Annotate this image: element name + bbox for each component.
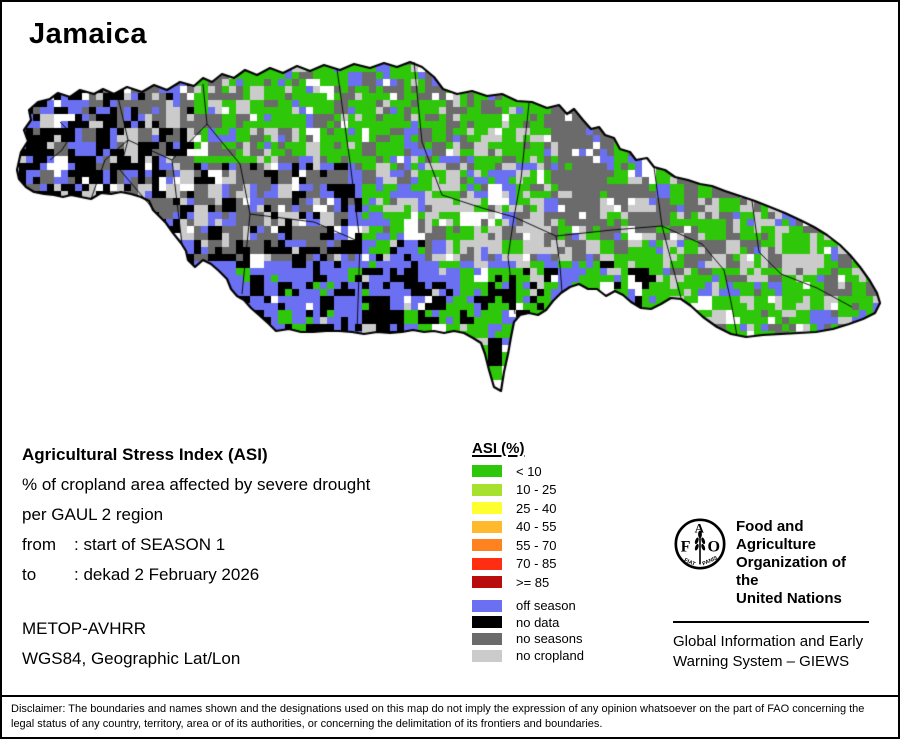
from-value: : start of SEASON 1 [74,535,226,554]
map-info-block: Agricultural Stress Index (ASI) % of cro… [22,440,370,590]
svg-text:A: A [695,522,705,536]
sensor-block: METOP-AVHRR WGS84, Geographic Lat/Lon [22,614,240,674]
legend-row: no cropland [472,647,584,664]
legend-row: 25 - 40 [472,499,584,518]
svg-text:FIAT: FIAT [683,558,697,568]
sensor-name: METOP-AVHRR [22,619,147,638]
map-subtitle: Agricultural Stress Index (ASI) [22,445,268,464]
legend-swatch [472,465,502,478]
legend-swatch [472,502,502,515]
legend-swatch [472,649,502,662]
legend-row: 70 - 85 [472,555,584,574]
from-label: from [22,535,56,554]
legend-label: no cropland [516,648,584,664]
legend-label: 40 - 55 [516,519,557,535]
svg-text:F: F [681,539,691,556]
legend-row: off season [472,598,584,615]
legend-row: >= 85 [472,573,584,592]
to-value: : dekad 2 February 2026 [74,565,260,584]
disclaimer: Disclaimer: The boundaries and names sho… [2,695,898,737]
legend-label: >= 85 [516,574,550,590]
fao-header: F A O FIAT PANIS Food and Agriculture Or… [673,515,869,608]
legend-row: 10 - 25 [472,481,584,500]
fao-logo-icon: F A O FIAT PANIS [674,518,726,570]
legend-row: < 10 [472,462,584,481]
legend-row: 55 - 70 [472,536,584,555]
fao-block: F A O FIAT PANIS Food and Agriculture Or… [673,515,869,672]
legend-classes: < 10 10 - 25 25 - 40 40 - 55 55 - 70 70 - 85 >… [472,462,584,592]
legend-label: 10 - 25 [516,482,557,498]
legend-row: 40 - 55 [472,518,584,537]
info-line-to: to : dekad 2 February 2026 [22,560,370,590]
projection-name: WGS84, Geographic Lat/Lon [22,649,241,668]
to-label: to [22,565,37,584]
legend-extras: off season no data no seasons no cropland [472,598,584,664]
legend-label: 25 - 40 [516,500,557,516]
legend-swatch [472,520,502,533]
fao-org-name: Food and Agriculture Organization of the… [736,518,846,607]
legend-label: no data [516,614,560,630]
legend-label: off season [516,598,576,614]
fao-separator [673,621,869,623]
legend: ASI (%) < 10 10 - 25 25 - 40 40 - 55 55 - 70… [472,440,584,664]
legend-swatch [472,576,502,589]
info-line-from: from : start of SEASON 1 [22,530,370,560]
giews-name: Global Information and Early Warning Sys… [673,633,864,670]
legend-label: 70 - 85 [516,556,557,572]
info-line-description: % of cropland area affected by severe dr… [22,475,371,494]
legend-label: no seasons [516,631,583,647]
legend-label: < 10 [516,463,542,479]
page-title: Jamaica [29,18,147,50]
legend-swatch [472,539,502,552]
legend-swatch [472,632,502,645]
legend-swatch [472,483,502,496]
legend-swatch [472,616,502,629]
legend-swatch [472,599,502,612]
jamaica-asi-map [2,2,898,432]
legend-row: no seasons [472,631,584,648]
legend-swatch [472,557,502,570]
legend-row: no data [472,614,584,631]
legend-label: 55 - 70 [516,537,557,553]
info-line-region: per GAUL 2 region [22,505,164,524]
legend-title: ASI (%) [472,440,525,457]
svg-text:O: O [708,539,721,556]
